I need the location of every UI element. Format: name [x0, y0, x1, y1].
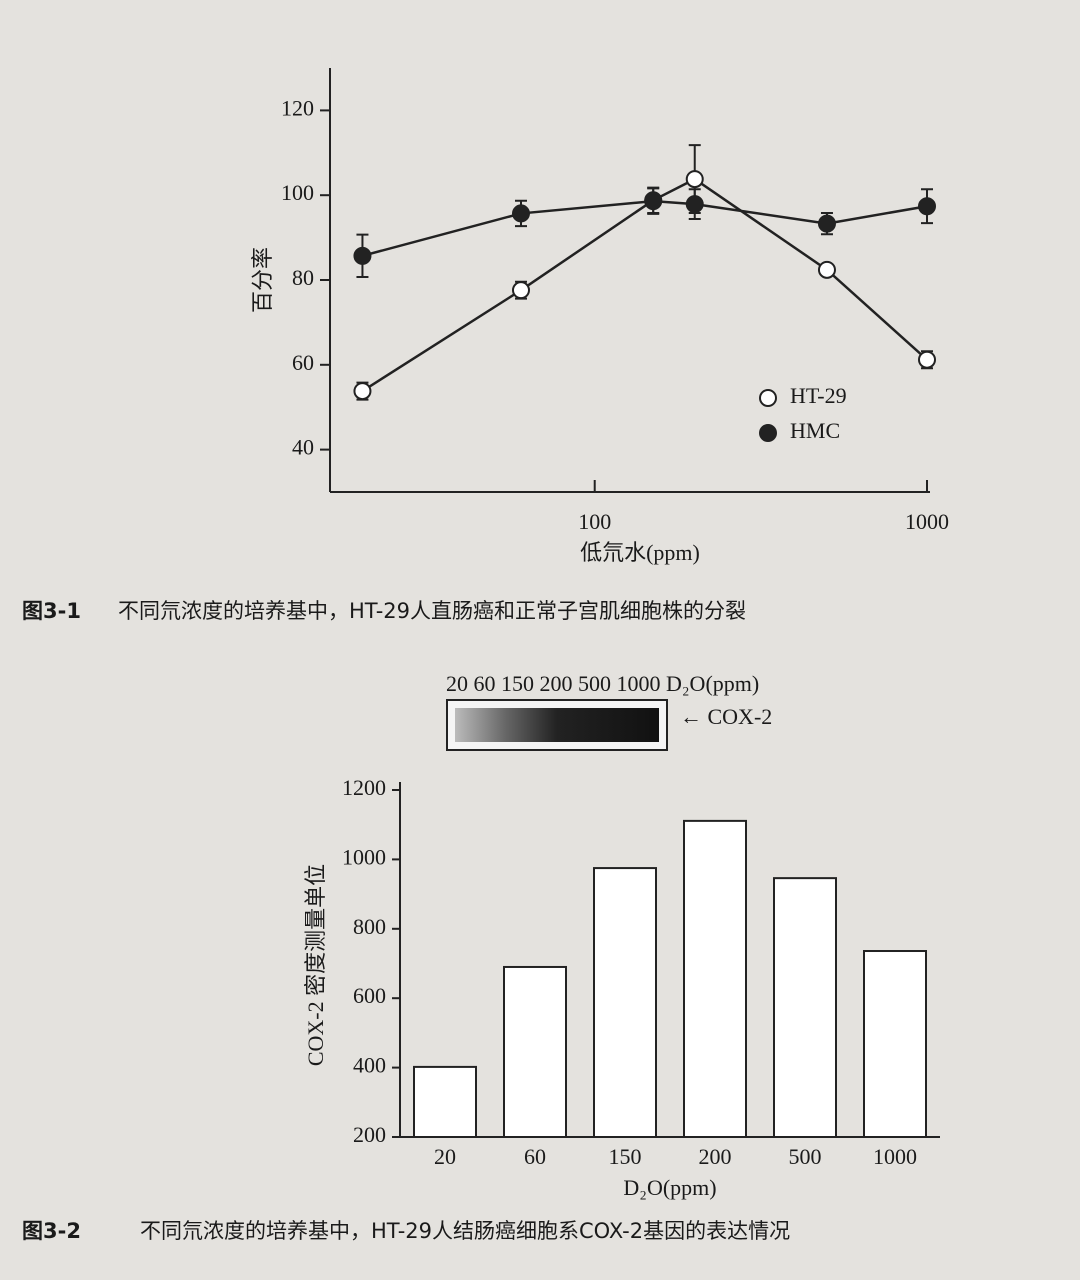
x-tick-label: 60 — [524, 1144, 546, 1169]
y-tick-label: 200 — [353, 1122, 386, 1147]
bar — [503, 965, 567, 1138]
point — [644, 192, 663, 211]
x-tick-label: 200 — [699, 1144, 732, 1169]
x-tick-label: 20 — [434, 1144, 456, 1169]
y-axis-label: 百分率 — [250, 247, 275, 313]
y-tick-label: 800 — [353, 914, 386, 939]
bar — [413, 1065, 477, 1139]
x-axis-label: 低氘水(ppm) — [580, 540, 700, 565]
point — [817, 260, 836, 279]
legend-label: HMC — [790, 418, 840, 443]
y-tick-label: 1000 — [342, 844, 386, 869]
bar — [683, 819, 747, 1138]
y-axis-label: COX-2 密度测量单位 — [303, 864, 328, 1066]
y-tick-label: 1200 — [342, 775, 386, 800]
point — [353, 382, 372, 401]
x-tick-label: 150 — [609, 1144, 642, 1169]
legend-marker — [759, 389, 777, 407]
caption-label: 图3-2 — [22, 1219, 81, 1243]
y-tick-label: 600 — [353, 983, 386, 1008]
y-tick-label: 80 — [292, 265, 314, 290]
blot-band — [455, 708, 659, 742]
point — [685, 170, 704, 189]
caption: 不同氘浓度的培养基中，HT-29人结肠癌细胞系COX-2基因的表达情况 — [140, 1219, 790, 1243]
legend-label: HT-29 — [790, 383, 847, 408]
point — [918, 197, 936, 216]
blot-header: 20 60 150 200 500 1000 D₂O(ppm) — [446, 671, 759, 696]
line — [361, 177, 928, 393]
caption: 不同氘浓度的培养基中，HT-29人直肠癌和正常子宫肌细胞株的分裂 — [118, 599, 746, 623]
point — [918, 350, 936, 369]
point — [685, 195, 704, 214]
point — [511, 281, 530, 300]
line — [362, 199, 928, 258]
bar — [593, 867, 657, 1138]
y-tick-label: 120 — [281, 95, 314, 120]
y-tick-label: 100 — [281, 180, 314, 205]
bar — [773, 877, 837, 1138]
x-tick-label: 100 — [578, 509, 611, 534]
y-tick-label: 40 — [292, 435, 314, 460]
x-tick-label: 1000 — [905, 509, 949, 534]
legend-marker — [759, 424, 777, 442]
caption-label: 图3-1 — [22, 599, 81, 623]
y-tick-label: 60 — [292, 350, 314, 375]
x-axis-label: D₂O(ppm) — [623, 1175, 716, 1200]
point — [511, 204, 530, 223]
point — [817, 214, 836, 233]
bar — [863, 950, 927, 1138]
x-tick-label: 500 — [789, 1144, 822, 1169]
blot-marker: ← COX-2 — [680, 704, 772, 729]
x-tick-label: 1000 — [873, 1144, 917, 1169]
point — [353, 246, 372, 265]
y-tick-label: 400 — [353, 1053, 386, 1078]
